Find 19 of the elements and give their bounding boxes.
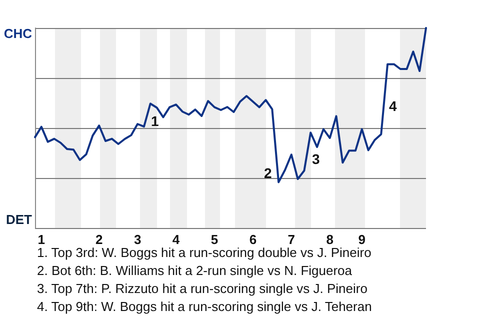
x-tick-label: 1: [38, 232, 46, 247]
text: DET: [6, 212, 32, 227]
annotation: 2: [264, 165, 272, 181]
x-tick-label: 7: [288, 232, 296, 247]
x-tick-label: 3: [134, 232, 142, 247]
x-tick-label: 2: [95, 232, 103, 247]
text: 4. Top 9th: W. Boggs hit a run-scoring single vs J. Teheran: [37, 299, 372, 314]
text: CHC: [4, 26, 33, 41]
text: 1. Top 3rd: W. Boggs hit a run-scoring double vs J. Pineiro: [37, 245, 372, 260]
x-tick-label: 4: [172, 232, 180, 247]
x-tick-label: 5: [210, 232, 218, 247]
x-tick-label: 9: [358, 232, 366, 247]
x-tick-label: 8: [326, 232, 334, 247]
annotation: 3: [312, 151, 320, 167]
text: 2. Bot 6th: B. Williams hit a 2-run single vs N. Figueroa: [37, 263, 353, 278]
text: 3. Top 7th: P. Rizzuto hit a run-scoring single vs J. Pineiro: [37, 281, 368, 296]
x-tick-label: 6: [249, 232, 257, 247]
annotation: 4: [389, 98, 397, 114]
annotation: 1: [151, 113, 159, 129]
